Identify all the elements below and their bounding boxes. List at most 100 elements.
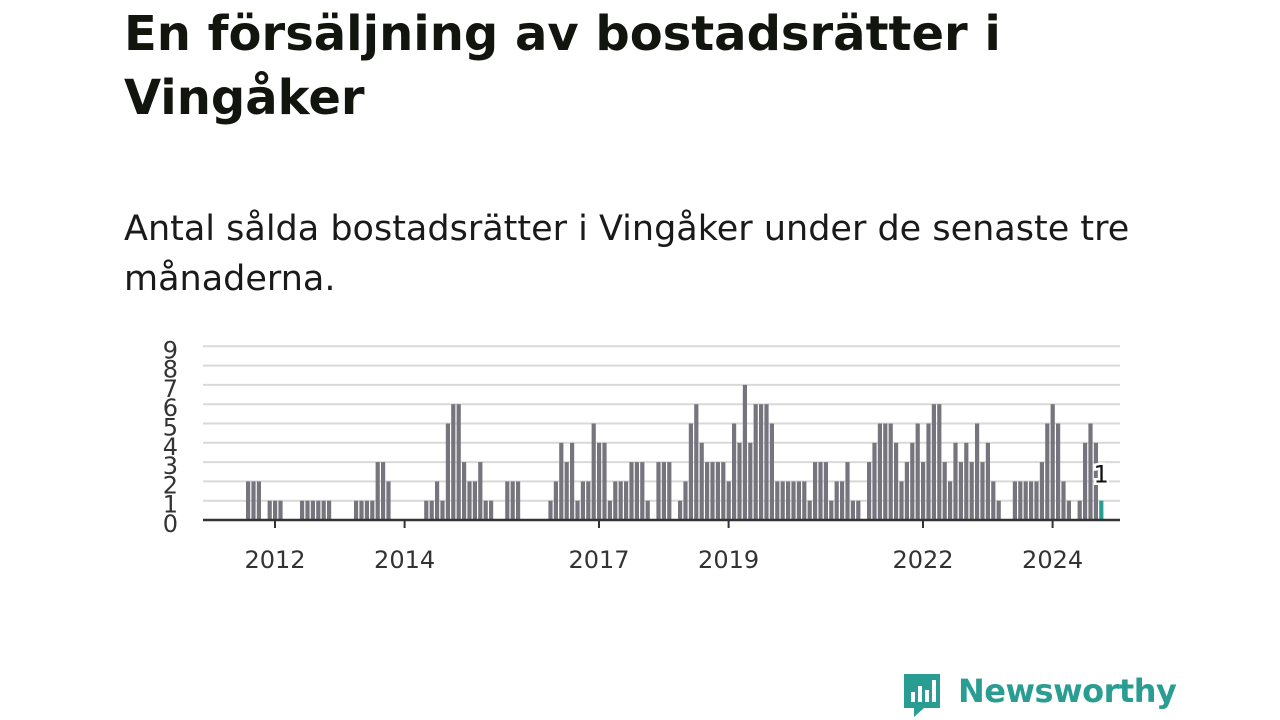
bar — [429, 500, 434, 520]
bar — [721, 462, 726, 520]
bar — [996, 500, 1001, 520]
chart-subtitle: Antal sålda bostadsrätter i Vingåker und… — [124, 209, 1130, 299]
newsworthy-logo: Newsworthy — [902, 668, 1177, 718]
bar — [958, 462, 963, 520]
bar — [1039, 462, 1044, 520]
bar — [435, 481, 440, 520]
bar — [964, 442, 969, 520]
bar — [753, 404, 758, 520]
bar — [251, 481, 256, 520]
bar — [856, 500, 861, 520]
bar — [467, 481, 472, 520]
bar — [645, 500, 650, 520]
bar — [710, 462, 715, 520]
bar — [640, 462, 645, 520]
bar — [899, 481, 904, 520]
bars — [246, 384, 1104, 520]
bar — [462, 462, 467, 520]
bar — [807, 500, 812, 520]
bar — [1029, 481, 1034, 520]
bar — [607, 500, 612, 520]
highlight-data-label: 1 — [1094, 461, 1109, 489]
bar — [829, 500, 834, 520]
bar — [823, 462, 828, 520]
bar — [559, 442, 564, 520]
bar — [613, 481, 618, 520]
bar — [1056, 423, 1061, 520]
bar — [872, 442, 877, 520]
bar — [969, 462, 974, 520]
bar — [715, 462, 720, 520]
bar — [904, 462, 909, 520]
y-tick-label: 2 — [163, 471, 178, 499]
highlighted-bar — [1099, 500, 1104, 520]
y-tick-label: 0 — [163, 510, 178, 538]
bar — [748, 442, 753, 520]
bar — [759, 404, 764, 520]
bar — [915, 423, 920, 520]
bar — [769, 423, 774, 520]
bar — [553, 481, 558, 520]
bar — [1088, 423, 1093, 520]
bar — [926, 423, 931, 520]
bar — [375, 462, 380, 520]
bar — [267, 500, 272, 520]
bar — [688, 423, 693, 520]
bar — [386, 481, 391, 520]
bar — [694, 404, 699, 520]
x-tick-label: 2012 — [244, 546, 305, 574]
bar — [634, 462, 639, 520]
bar — [867, 462, 872, 520]
bar — [937, 404, 942, 520]
bar — [580, 481, 585, 520]
x-tick-label: 2024 — [1022, 546, 1083, 574]
bar — [678, 500, 683, 520]
bar — [316, 500, 321, 520]
bar — [683, 481, 688, 520]
bar — [1083, 442, 1088, 520]
bar — [991, 481, 996, 520]
bar — [278, 500, 283, 520]
newsworthy-logo-text: Newsworthy — [958, 672, 1177, 710]
data-labels: 1 — [1091, 458, 1111, 491]
x-tick-label: 2014 — [374, 546, 435, 574]
bar — [629, 462, 634, 520]
bar — [456, 404, 461, 520]
bar — [888, 423, 893, 520]
bar — [796, 481, 801, 520]
bar — [910, 442, 915, 520]
bar — [742, 384, 747, 520]
bar — [656, 462, 661, 520]
bar — [305, 500, 310, 520]
bar — [1034, 481, 1039, 520]
x-tick-label: 2017 — [568, 546, 629, 574]
bar — [813, 462, 818, 520]
bar — [1050, 404, 1055, 520]
bar — [1045, 423, 1050, 520]
bar — [705, 462, 710, 520]
bar — [256, 481, 261, 520]
x-tick-label: 2022 — [892, 546, 953, 574]
bar — [370, 500, 375, 520]
chart-title: En försäljning av bostadsrätter i Vingåk… — [124, 6, 1001, 126]
bar — [570, 442, 575, 520]
bar — [942, 462, 947, 520]
gridlines — [203, 345, 1120, 502]
bar — [575, 500, 580, 520]
bar — [445, 423, 450, 520]
bar — [489, 500, 494, 520]
bar — [510, 481, 515, 520]
bar — [381, 462, 386, 520]
bar — [732, 423, 737, 520]
bar — [300, 500, 305, 520]
bar — [1093, 442, 1098, 520]
bar — [726, 481, 731, 520]
bar — [850, 500, 855, 520]
bar — [1077, 500, 1082, 520]
y-tick-label: 3 — [163, 452, 178, 480]
bar — [661, 462, 666, 520]
bar — [877, 423, 882, 520]
bar — [424, 500, 429, 520]
